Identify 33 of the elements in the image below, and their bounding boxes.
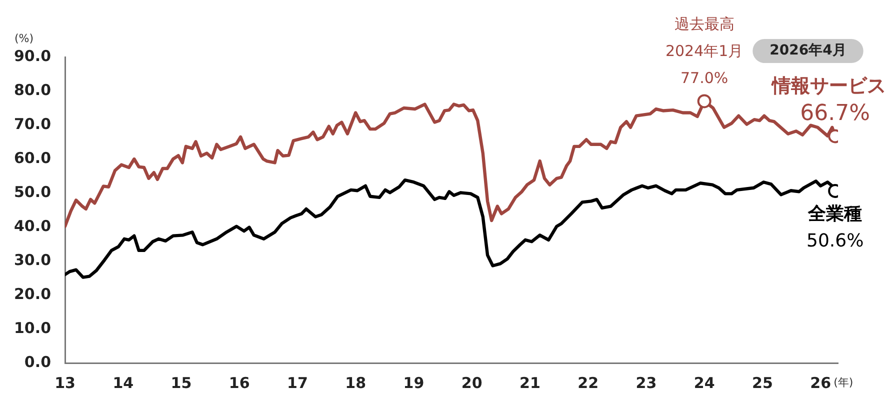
y-axis-title: (%) [14, 32, 34, 45]
x-tick-label: 13 [54, 374, 76, 392]
data-label: 66.7% [800, 100, 870, 126]
y-tick-label: 40.0 [14, 216, 52, 235]
y-tick-label: 60.0 [14, 148, 52, 167]
x-axis-title: (年) [834, 376, 854, 389]
series-label: 情報サービス [771, 75, 886, 98]
y-tick-label: 10.0 [14, 318, 52, 337]
x-tick-label: 16 [228, 374, 250, 392]
x-tick-label: 24 [694, 374, 715, 392]
x-tick-label: 17 [287, 374, 308, 392]
x-tick-label: 14 [112, 374, 134, 392]
x-tick-label: 19 [403, 374, 424, 392]
x-tick-label: 21 [520, 374, 540, 392]
x-tick-label: 22 [578, 374, 599, 392]
y-tick-label: 70.0 [14, 114, 52, 133]
x-tick-label: 15 [170, 374, 192, 392]
x-tick-label: 26 [810, 374, 831, 392]
annotation: 2026年4月 [770, 42, 846, 59]
y-tick-label: 80.0 [14, 80, 52, 99]
y-tick-label: 30.0 [14, 250, 52, 269]
y-tick-label: 0.0 [24, 352, 52, 371]
data-label: 77.0% [680, 69, 728, 88]
x-tick-label: 20 [461, 374, 482, 392]
x-tick-label: 25 [752, 374, 773, 392]
y-tick-label: 50.0 [14, 182, 52, 201]
x-tick-label: 18 [345, 374, 366, 392]
data-label: 50.6% [806, 230, 864, 252]
y-tick-label: 90.0 [14, 46, 52, 65]
series-label: 全業種 [807, 204, 862, 225]
y-tick-label: 20.0 [14, 284, 52, 303]
x-tick-label: 23 [636, 374, 657, 392]
annotation: 過去最高 2024年1月 [665, 15, 744, 60]
